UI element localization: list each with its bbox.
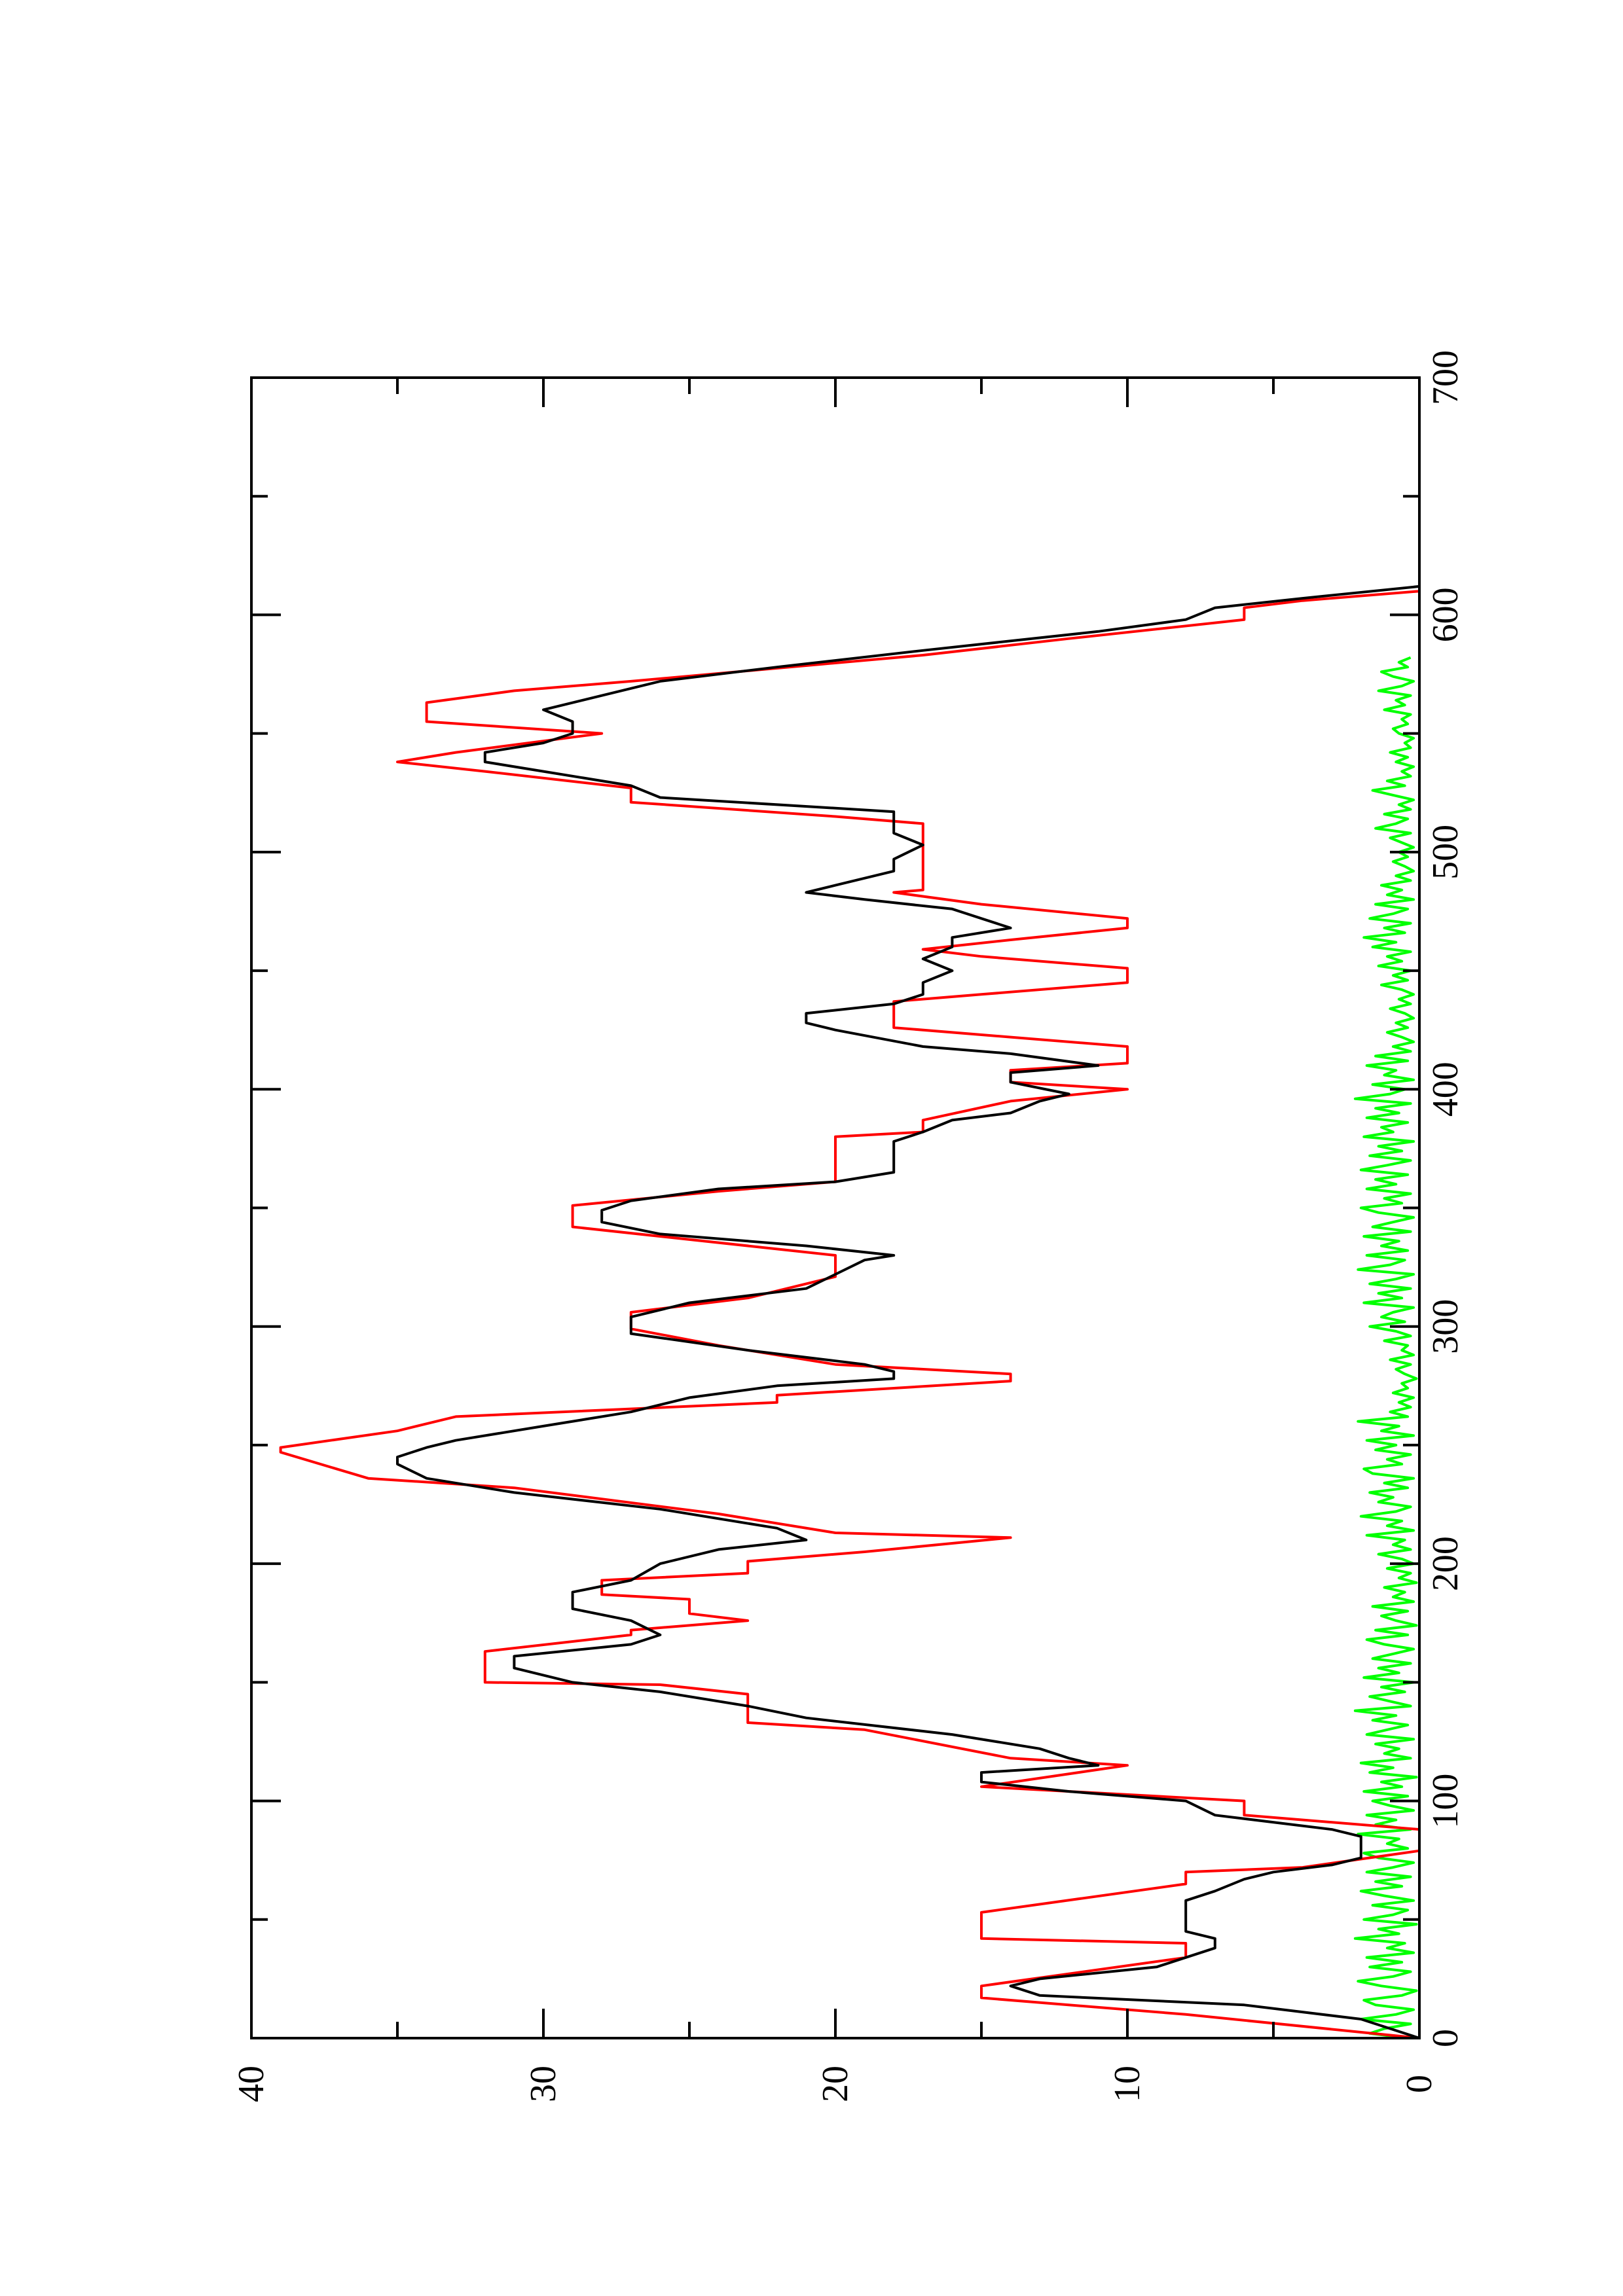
x-tick-label: 200 <box>1425 1536 1466 1591</box>
x-tick-label: 600 <box>1425 587 1466 642</box>
y-tick-label: 20 <box>815 2066 856 2102</box>
x-tick-label: 700 <box>1425 350 1466 405</box>
series-line-2 <box>1353 656 1418 2039</box>
x-tick-label: 100 <box>1425 1774 1466 1829</box>
series-line-1 <box>396 584 1420 2039</box>
series-layer <box>279 584 1421 2039</box>
series-line-0 <box>279 586 1421 2039</box>
x-tick-label: 500 <box>1425 825 1466 880</box>
y-tick-label: 40 <box>231 2066 272 2102</box>
y-tick-label: 0 <box>1399 2075 1440 2093</box>
tick-layer: 0 100 200 300 400 500 600 700 0 10 20 30 40 <box>231 350 1466 2102</box>
y-tick-label: 10 <box>1107 2066 1148 2102</box>
x-tick-label: 300 <box>1425 1299 1466 1354</box>
plot-frame <box>250 376 1421 2039</box>
x-tick-label: 400 <box>1425 1062 1466 1117</box>
y-tick-label: 30 <box>523 2066 564 2102</box>
x-tick-label: 0 <box>1425 2029 1466 2047</box>
